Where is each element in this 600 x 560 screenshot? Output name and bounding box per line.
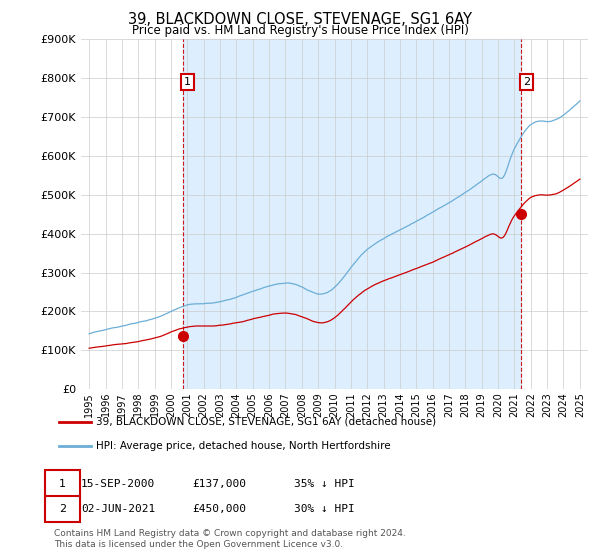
Text: 2: 2 [59,504,66,514]
Bar [182,39,521,389]
Text: 15-SEP-2000: 15-SEP-2000 [81,479,155,489]
Text: £450,000: £450,000 [192,504,246,514]
Text: 02-JUN-2021: 02-JUN-2021 [81,504,155,514]
Text: 1: 1 [184,77,191,87]
Text: 30% ↓ HPI: 30% ↓ HPI [294,504,355,514]
Text: £137,000: £137,000 [192,479,246,489]
Text: 39, BLACKDOWN CLOSE, STEVENAGE, SG1 6AY: 39, BLACKDOWN CLOSE, STEVENAGE, SG1 6AY [128,12,472,27]
Text: 39, BLACKDOWN CLOSE, STEVENAGE, SG1 6AY (detached house): 39, BLACKDOWN CLOSE, STEVENAGE, SG1 6AY … [96,417,436,427]
Text: HPI: Average price, detached house, North Hertfordshire: HPI: Average price, detached house, Nort… [96,441,391,451]
Text: 2: 2 [523,77,530,87]
Text: 35% ↓ HPI: 35% ↓ HPI [294,479,355,489]
Text: Contains HM Land Registry data © Crown copyright and database right 2024.
This d: Contains HM Land Registry data © Crown c… [54,529,406,549]
Text: Price paid vs. HM Land Registry's House Price Index (HPI): Price paid vs. HM Land Registry's House … [131,24,469,36]
Text: 1: 1 [59,479,66,489]
